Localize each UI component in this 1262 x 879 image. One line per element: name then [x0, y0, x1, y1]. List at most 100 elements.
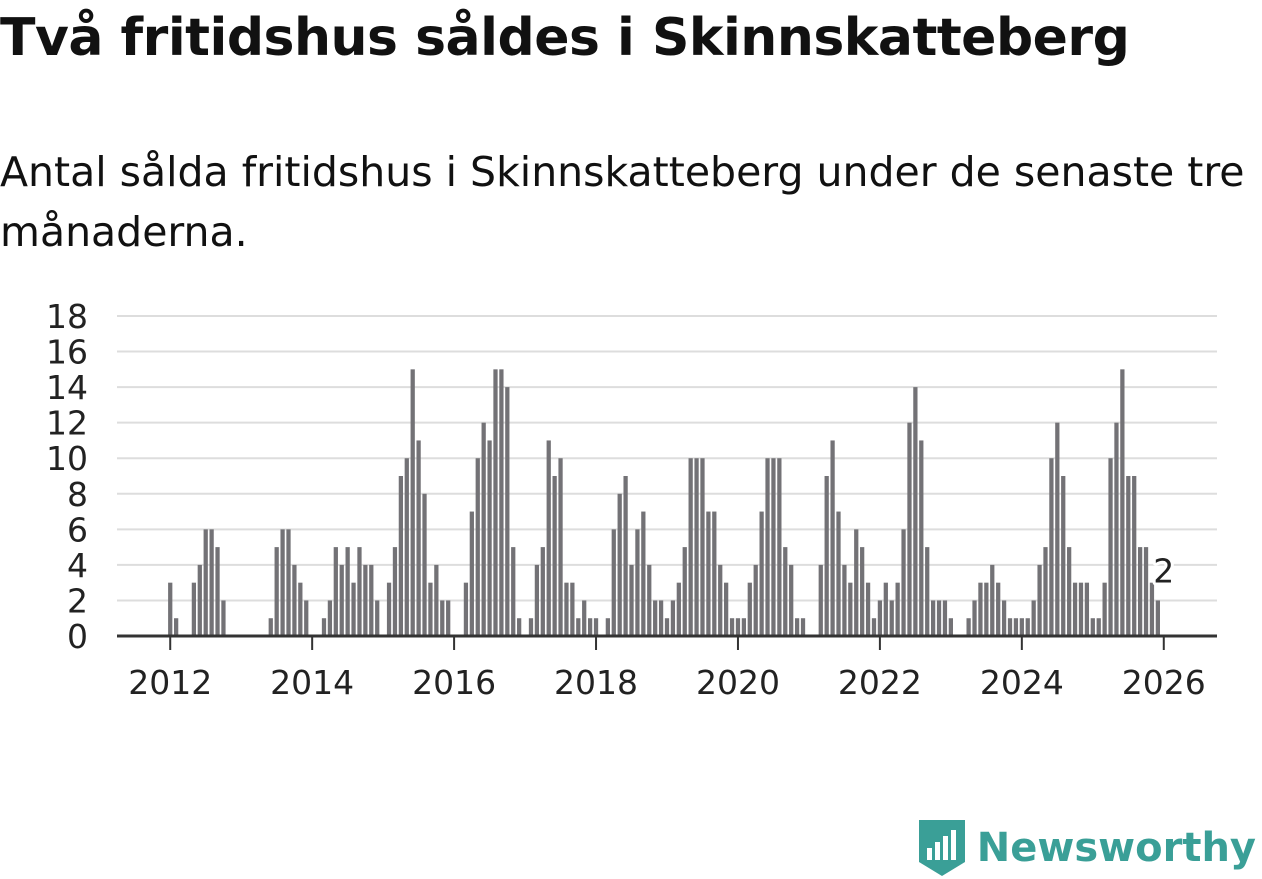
- bar: [404, 458, 409, 636]
- y-tick-label: 8: [67, 475, 88, 514]
- bar: [1061, 476, 1066, 636]
- bar: [996, 582, 1001, 636]
- bar: [375, 600, 380, 636]
- bar: [540, 547, 545, 636]
- bar: [759, 511, 764, 636]
- bar: [511, 547, 516, 636]
- bar: [1049, 458, 1054, 636]
- bar: [558, 458, 563, 636]
- bar: [919, 440, 924, 636]
- bar: [174, 618, 179, 636]
- bar: [517, 618, 522, 636]
- bar: [286, 529, 291, 636]
- bar: [824, 476, 829, 636]
- bar: [854, 529, 859, 636]
- bar: [895, 582, 900, 636]
- x-tick-label: 2020: [696, 663, 780, 702]
- bar: [363, 564, 368, 636]
- bar: [936, 600, 942, 636]
- bar: [203, 529, 208, 636]
- bar: [966, 618, 971, 636]
- bar: [339, 564, 344, 636]
- bar: [830, 440, 835, 636]
- bar: [948, 618, 953, 636]
- bar: [440, 600, 445, 636]
- brand-name: Newsworthy: [976, 825, 1256, 871]
- bar: [546, 440, 551, 636]
- bar: [848, 582, 853, 636]
- bar: [1084, 582, 1090, 636]
- bar: [487, 440, 492, 636]
- bar: [617, 493, 622, 636]
- y-tick-label: 10: [46, 439, 88, 478]
- bar: [765, 458, 770, 636]
- bar: [611, 529, 616, 636]
- bar: [197, 564, 202, 636]
- bar: [1001, 600, 1007, 636]
- x-tick-label: 2018: [554, 663, 638, 702]
- bar: [593, 618, 599, 636]
- bar: [422, 493, 427, 636]
- bar: [1031, 600, 1036, 636]
- bar: [771, 458, 776, 636]
- bar: [718, 564, 723, 636]
- bar: [901, 529, 906, 636]
- x-tick-label: 2014: [270, 663, 354, 702]
- bar: [369, 564, 374, 636]
- bar: [942, 600, 948, 636]
- bar: [871, 618, 877, 636]
- y-tick-label: 4: [67, 546, 88, 585]
- y-tick-label: 12: [46, 404, 88, 443]
- bar: [428, 582, 433, 636]
- bar: [836, 511, 841, 636]
- bar: [860, 547, 865, 636]
- bar: [800, 618, 806, 636]
- bar: [1120, 369, 1125, 636]
- bar: [191, 582, 197, 636]
- bar: [629, 564, 634, 636]
- x-tick-label: 2016: [412, 663, 496, 702]
- bar: [664, 618, 670, 636]
- bar: [647, 564, 652, 636]
- x-axis: 2012 2014 2016 2018 2020 2022 2024 2026: [128, 636, 1206, 702]
- bar: [274, 547, 279, 636]
- bar: [1072, 582, 1078, 636]
- bar: [434, 564, 439, 636]
- bar: [1013, 618, 1019, 636]
- bar: [215, 547, 220, 636]
- bar: [978, 582, 983, 636]
- bar: [694, 458, 699, 636]
- bar: [392, 547, 398, 636]
- bar: [1007, 618, 1013, 636]
- bar: [706, 511, 711, 636]
- bar: [576, 618, 581, 636]
- bar: [528, 618, 534, 636]
- y-tick-label: 16: [46, 333, 88, 372]
- bar: [623, 476, 628, 636]
- bar: [984, 582, 989, 636]
- bar: [398, 476, 403, 636]
- bar: [333, 547, 338, 636]
- bar: [794, 618, 800, 636]
- bar: [1090, 618, 1095, 636]
- bar: [446, 600, 451, 636]
- bar: [670, 600, 676, 636]
- bar: [469, 511, 474, 636]
- chart-subtitle: Antal sålda fritidshus i Skinnskatteberg…: [0, 148, 1245, 256]
- bar: [1132, 476, 1137, 636]
- bar: [357, 547, 362, 636]
- bar: [1102, 582, 1107, 636]
- bar: [386, 582, 392, 636]
- bar: [889, 600, 894, 636]
- bar: [777, 458, 782, 636]
- bar: [1067, 547, 1072, 636]
- bar: [1114, 422, 1119, 636]
- bar: [724, 582, 729, 636]
- x-tick-label: 2024: [980, 663, 1064, 702]
- bar: [789, 564, 794, 636]
- annotations: 2: [1150, 548, 1177, 593]
- bar: [209, 529, 214, 636]
- y-tick-label: 2: [67, 581, 88, 620]
- bar: [729, 618, 735, 636]
